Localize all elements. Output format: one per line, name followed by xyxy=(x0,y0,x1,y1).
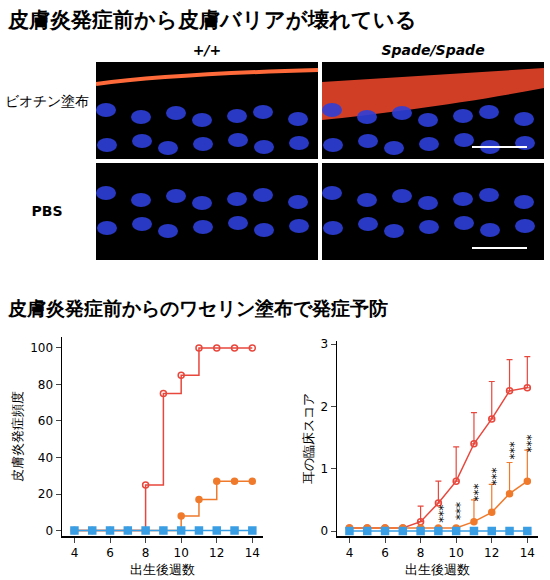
svg-text:***: *** xyxy=(449,502,463,520)
svg-text:14: 14 xyxy=(245,546,260,560)
html-text:PBS: PBS xyxy=(31,202,63,219)
svg-text:***: *** xyxy=(432,505,446,523)
svg-text:1: 1 xyxy=(320,462,328,476)
svg-text:2: 2 xyxy=(320,400,328,414)
svg-text:6: 6 xyxy=(106,546,114,560)
html-text:Spade/Spade: Spade/Spade xyxy=(381,42,485,58)
svg-text:8: 8 xyxy=(417,546,425,560)
svg-text:10: 10 xyxy=(449,546,464,560)
svg-text:12: 12 xyxy=(209,546,224,560)
svg-text:14: 14 xyxy=(520,546,535,560)
svg-text:0: 0 xyxy=(45,524,53,538)
svg-text:10: 10 xyxy=(174,546,189,560)
html-text:ビオチン塗布: ビオチン塗布 xyxy=(5,92,89,109)
svg-text:***: *** xyxy=(485,467,499,485)
svg-text:60: 60 xyxy=(38,414,53,428)
svg-text:20: 20 xyxy=(38,487,53,501)
svg-text:出生後週数: 出生後週数 xyxy=(130,562,195,577)
svg-text:80: 80 xyxy=(38,378,53,392)
svg-text:12: 12 xyxy=(484,546,499,560)
svg-text:100: 100 xyxy=(30,341,53,355)
svg-text:***: *** xyxy=(467,483,481,501)
svg-text:***: *** xyxy=(503,441,517,459)
svg-text:4: 4 xyxy=(346,546,354,560)
svg-text:皮膚炎発症頻度: 皮膚炎発症頻度 xyxy=(10,391,25,482)
svg-text:6: 6 xyxy=(381,546,389,560)
svg-text:0: 0 xyxy=(320,524,328,538)
html-text:皮膚炎発症前から皮膚バリアが壊れている: 皮膚炎発症前から皮膚バリアが壊れている xyxy=(8,8,417,32)
html-text:皮膚炎発症前からのワセリン塗布で発症予防: 皮膚炎発症前からのワセリン塗布で発症予防 xyxy=(8,297,388,319)
svg-text:8: 8 xyxy=(142,546,150,560)
svg-text:4: 4 xyxy=(71,546,79,560)
svg-text:出生後週数: 出生後週数 xyxy=(405,562,470,577)
svg-text:40: 40 xyxy=(38,451,53,465)
svg-text:***: *** xyxy=(520,434,534,452)
svg-text:耳の臨床スコア: 耳の臨床スコア xyxy=(301,393,316,484)
svg-text:3: 3 xyxy=(320,337,328,351)
